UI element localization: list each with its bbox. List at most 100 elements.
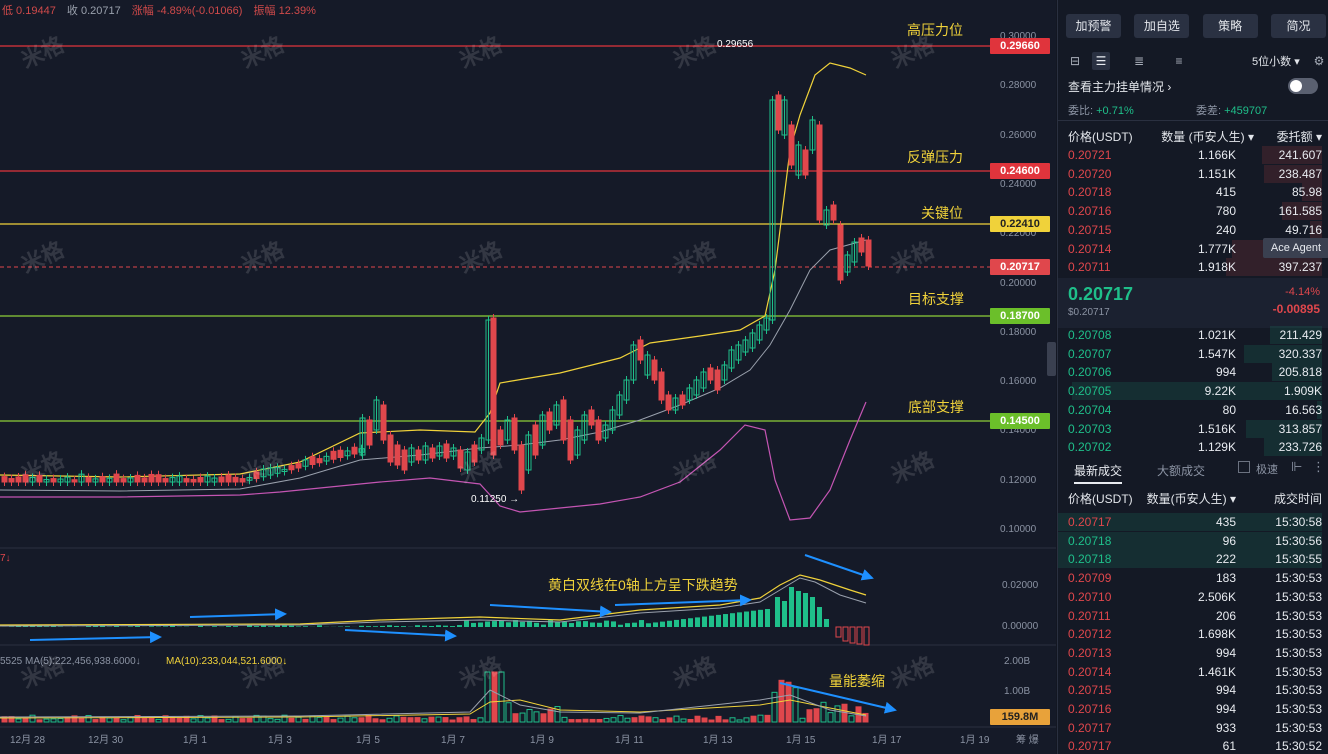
fast-trade-checkbox[interactable] [1238, 461, 1250, 473]
trade-row[interactable]: 0.20714 1.461K 15:30:53 [1068, 663, 1322, 681]
trade-row[interactable]: 0.20709 183 15:30:53 [1068, 569, 1322, 587]
volume-bar [281, 714, 288, 723]
macd-histogram-bar [796, 591, 801, 627]
volume-bar [785, 681, 792, 723]
ask-row[interactable]: 0.20721 1.166K 241.607 [1068, 146, 1322, 164]
filter-icon[interactable]: ⊩ [1291, 459, 1303, 474]
macd-histogram-bar [464, 620, 469, 627]
add-watchlist-button[interactable]: 加自选 [1134, 14, 1190, 38]
trade-row-qty: 994 [1215, 702, 1236, 716]
bid-row[interactable]: 0.20704 80 16.563 [1068, 400, 1322, 419]
panel-collapse-handle[interactable] [1047, 342, 1056, 376]
trade-row[interactable]: 0.20717 435 15:30:58 [1058, 513, 1322, 531]
candle-body [323, 455, 330, 462]
candle-body [700, 371, 707, 389]
candle-body [8, 478, 15, 483]
depth-sell-icon[interactable]: ≡ [1175, 54, 1183, 68]
volume-bar [659, 718, 666, 723]
trades-header-qty-label: 数量(币安人生) [1146, 492, 1227, 506]
trade-row-amount: 15:30:53 [1275, 608, 1322, 623]
trade-row[interactable]: 0.20712 1.698K 15:30:53 [1068, 625, 1322, 643]
candle-body [532, 424, 539, 456]
bid-row[interactable]: 0.20706 994 205.818 [1068, 363, 1322, 382]
macd-histogram-bar [667, 620, 672, 627]
kline-chart-svg[interactable] [0, 0, 1056, 754]
volume-bar [323, 716, 330, 723]
kline-chart-area[interactable]: 低 0.19447 收 0.20717 涨幅 -4.89%(-0.01066) … [0, 0, 1056, 754]
ask-row[interactable]: 0.20711 1.918K 397.237 [1068, 258, 1322, 277]
trade-row[interactable]: 0.20710 2.506K 15:30:53 [1068, 588, 1322, 606]
volume-bar [505, 702, 512, 723]
header-qty-label: 数量 (币安人生) [1161, 130, 1245, 144]
header-amount[interactable]: 委托额 ▾ [1277, 128, 1322, 146]
candle-body [260, 468, 267, 478]
main-orders-toggle[interactable] [1288, 78, 1318, 94]
trades-header-qty[interactable]: 数量(币安人生) ▾ [1147, 490, 1236, 508]
lower-band-line [0, 401, 867, 521]
annotation-macd-note: 黄白双线在0轴上方呈下跌趋势 [548, 577, 738, 593]
ask-row[interactable]: 0.20718 415 85.98 [1068, 183, 1322, 202]
price-axis-tick: 0.18000 [1000, 326, 1037, 338]
annotation-target-support: 目标支撑 [908, 291, 964, 307]
volume-bar [582, 718, 589, 723]
bid-row[interactable]: 0.20708 1.021K 211.429 [1068, 326, 1322, 344]
price-axis-tick: 0.20000 [1000, 277, 1037, 289]
trade-row[interactable]: 0.20717 61 15:30:52 [1068, 737, 1322, 754]
candle-body [795, 144, 802, 176]
trade-row[interactable]: 0.20718 222 15:30:55 [1058, 550, 1322, 569]
view-main-orders-link[interactable]: 查看主力挂单情况 › [1068, 78, 1171, 95]
macd-histogram-bar [765, 609, 770, 627]
candle-body [497, 429, 504, 446]
bid-row[interactable]: 0.20705 9.22K 1.909K [1068, 382, 1322, 401]
candle-body [830, 204, 837, 221]
volume-bar [596, 718, 603, 723]
ask-row[interactable]: 0.20715 240 49.716 [1068, 220, 1322, 239]
candle-body [788, 124, 795, 166]
candle-body [415, 449, 422, 461]
price-axis-tick: 0.14000 [1000, 425, 1037, 437]
candle-body [525, 434, 532, 471]
trade-row[interactable]: 0.20713 994 15:30:53 [1068, 644, 1322, 662]
candle-body [218, 476, 225, 483]
trade-row[interactable]: 0.20711 206 15:30:53 [1068, 607, 1322, 625]
trade-row[interactable]: 0.20715 994 15:30:53 [1068, 681, 1322, 699]
bid-row[interactable]: 0.20707 1.547K 320.337 [1068, 344, 1322, 363]
header-qty[interactable]: 数量 (币安人生) ▾ [1161, 128, 1254, 146]
add-alert-button[interactable]: 加预警 [1066, 14, 1121, 38]
macd-histogram-bar [499, 620, 504, 627]
tab-latest-trades[interactable]: 最新成交 [1074, 462, 1123, 484]
candle-body [148, 473, 155, 483]
depth-bar [1244, 344, 1322, 363]
bid-row[interactable]: 0.20703 1.516K 313.857 [1068, 419, 1322, 438]
tab-large-trades[interactable]: 大额成交 [1157, 464, 1206, 478]
price-axis-tick: 0.16000 [1000, 376, 1037, 388]
depth-buy-sell-icon[interactable]: ☰ [1092, 52, 1110, 70]
bid-row[interactable]: 0.20702 1.129K 233.726 [1068, 438, 1322, 457]
settings-gear-icon[interactable]: ⚙ [1313, 54, 1325, 68]
depth-both-icon[interactable]: ⊟ [1069, 54, 1081, 68]
volume-bar [540, 713, 547, 723]
volume-bar [435, 716, 442, 723]
trade-row-amount: 15:30:53 [1275, 683, 1322, 698]
candle-body [837, 224, 844, 281]
bid-row-amount: 16.563 [1285, 402, 1322, 417]
ask-row[interactable]: 0.20720 1.151K 238.487 [1068, 164, 1322, 183]
trade-row[interactable]: 0.20718 96 15:30:56 [1058, 531, 1322, 550]
annotation-rebound-pressure: 反弹压力 [907, 149, 963, 165]
strategy-button[interactable]: 策略 [1202, 14, 1258, 38]
change-absolute: -0.00895 [1272, 302, 1320, 316]
candle-body [539, 414, 546, 446]
depth-buy-icon[interactable]: ≣ [1133, 54, 1145, 68]
candle-body [865, 239, 872, 267]
volume-bar [568, 719, 575, 723]
candle-body [644, 354, 651, 376]
candle-body [211, 477, 218, 483]
overview-button[interactable]: 简况 [1270, 14, 1326, 38]
candle-body [560, 399, 567, 441]
more-icon[interactable]: ⋮ [1312, 459, 1325, 474]
ask-row[interactable]: 0.20716 780 161.585 [1068, 202, 1322, 221]
decimals-select[interactable]: 5位小数 ▾ [1252, 53, 1300, 69]
trade-row[interactable]: 0.20717 933 15:30:53 [1068, 719, 1322, 737]
trade-row[interactable]: 0.20716 994 15:30:53 [1068, 700, 1322, 718]
price-axis-tick: 0.30000 [1000, 31, 1037, 42]
